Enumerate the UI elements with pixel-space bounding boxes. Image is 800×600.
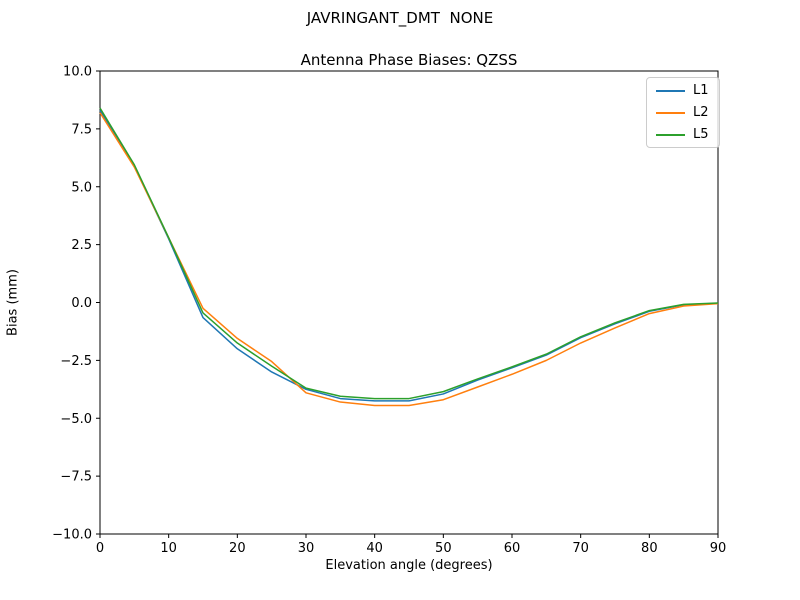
- legend-item-L2: L2: [656, 105, 709, 120]
- legend: L1 L2 L5: [646, 77, 720, 148]
- y-tick-label: 10.0: [63, 65, 92, 80]
- x-axis-label: Elevation angle (degrees): [325, 558, 493, 573]
- x-tick-label: 30: [298, 541, 315, 556]
- y-tick-label: −10.0: [52, 528, 92, 543]
- figure-title: JAVRINGANT_DMT NONE: [306, 9, 494, 27]
- x-tick-label: 70: [572, 541, 589, 556]
- x-tick-label: 40: [366, 541, 383, 556]
- x-tick-label: 10: [160, 541, 177, 556]
- x-tick-label: 80: [641, 541, 658, 556]
- x-tick-label: 90: [710, 541, 727, 556]
- legend-label-L5: L5: [693, 127, 709, 142]
- y-tick-label: −7.5: [60, 470, 92, 485]
- y-tick-label: −2.5: [60, 354, 92, 369]
- legend-line-icon: [656, 133, 685, 136]
- legend-line-icon: [656, 89, 685, 92]
- y-tick-label: 5.0: [71, 180, 92, 195]
- legend-line-icon: [656, 111, 685, 114]
- series-line-L5: [99, 107, 719, 400]
- axes-title: Antenna Phase Biases: QZSS: [300, 51, 518, 69]
- series-line-L2: [99, 112, 719, 407]
- legend-item-L1: L1: [656, 83, 709, 98]
- x-tick-label: 60: [504, 541, 521, 556]
- axes-frame: [99, 70, 719, 535]
- x-tick-label: 0: [96, 541, 104, 556]
- legend-label-L2: L2: [693, 105, 709, 120]
- y-tick-label: 2.5: [71, 238, 92, 253]
- y-tick-label: 0.0: [71, 296, 92, 311]
- legend-item-L5: L5: [656, 127, 709, 142]
- y-tick-label: 7.5: [71, 122, 92, 137]
- series-line-L1: [99, 109, 719, 402]
- y-tick-label: −5.0: [60, 412, 92, 427]
- y-axis-label: Bias (mm): [5, 269, 21, 336]
- legend-label-L1: L1: [693, 83, 709, 98]
- x-tick-label: 20: [229, 541, 246, 556]
- x-tick-label: 50: [435, 541, 452, 556]
